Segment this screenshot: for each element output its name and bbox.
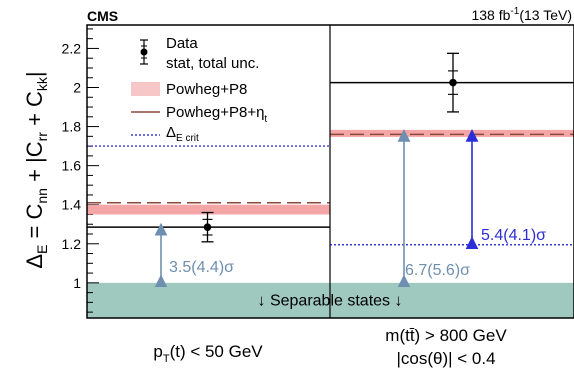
- y-axis-label: ΔE = Cnn + |Crr + Ckk|: [22, 71, 50, 268]
- y-tick-label: 2.2: [62, 40, 82, 56]
- significance-label: 3.5(4.4)σ: [169, 259, 234, 276]
- luminosity-label: 138 fb-1(13 TeV): [471, 6, 572, 23]
- significance-label: 6.7(5.6)σ: [405, 262, 470, 279]
- category-label-high-mass: m(tt̄) > 800 GeV: [385, 326, 507, 345]
- powheg-band: [87, 204, 330, 215]
- y-tick-label: 2: [73, 80, 81, 96]
- y-tick-label: 1.8: [62, 119, 82, 135]
- legend-data-marker: [140, 39, 148, 65]
- category-label-low-pt: pT(t) < 50 GeV: [153, 342, 263, 365]
- data-point: [203, 223, 212, 231]
- y-tick-label: 1.4: [62, 197, 82, 213]
- legend-powheg-eta-label: Powheg+P8+ηt: [166, 104, 267, 125]
- y-tick-label: 1.2: [62, 236, 82, 252]
- y-tick-label: 1: [73, 275, 81, 291]
- legend-powheg-label: Powheg+P8: [166, 81, 247, 98]
- powheg-band: [330, 129, 574, 137]
- experiment-label: CMS: [87, 8, 118, 24]
- category-label-high-mass-line2: |cos(θ)| < 0.4: [396, 349, 495, 368]
- y-tick-label: 1.6: [62, 158, 82, 174]
- legend-data-label: Data: [166, 35, 198, 52]
- data-point: [449, 78, 457, 87]
- legend: Data stat, total unc. Powheg+P8 Powheg+P…: [131, 35, 267, 144]
- significance-label: 5.4(4.1)σ: [481, 227, 546, 244]
- legend-data-unc-label: stat, total unc.: [166, 55, 259, 72]
- legend-critical-label: ΔE crit: [166, 124, 199, 144]
- legend-powheg-swatch: [131, 82, 160, 96]
